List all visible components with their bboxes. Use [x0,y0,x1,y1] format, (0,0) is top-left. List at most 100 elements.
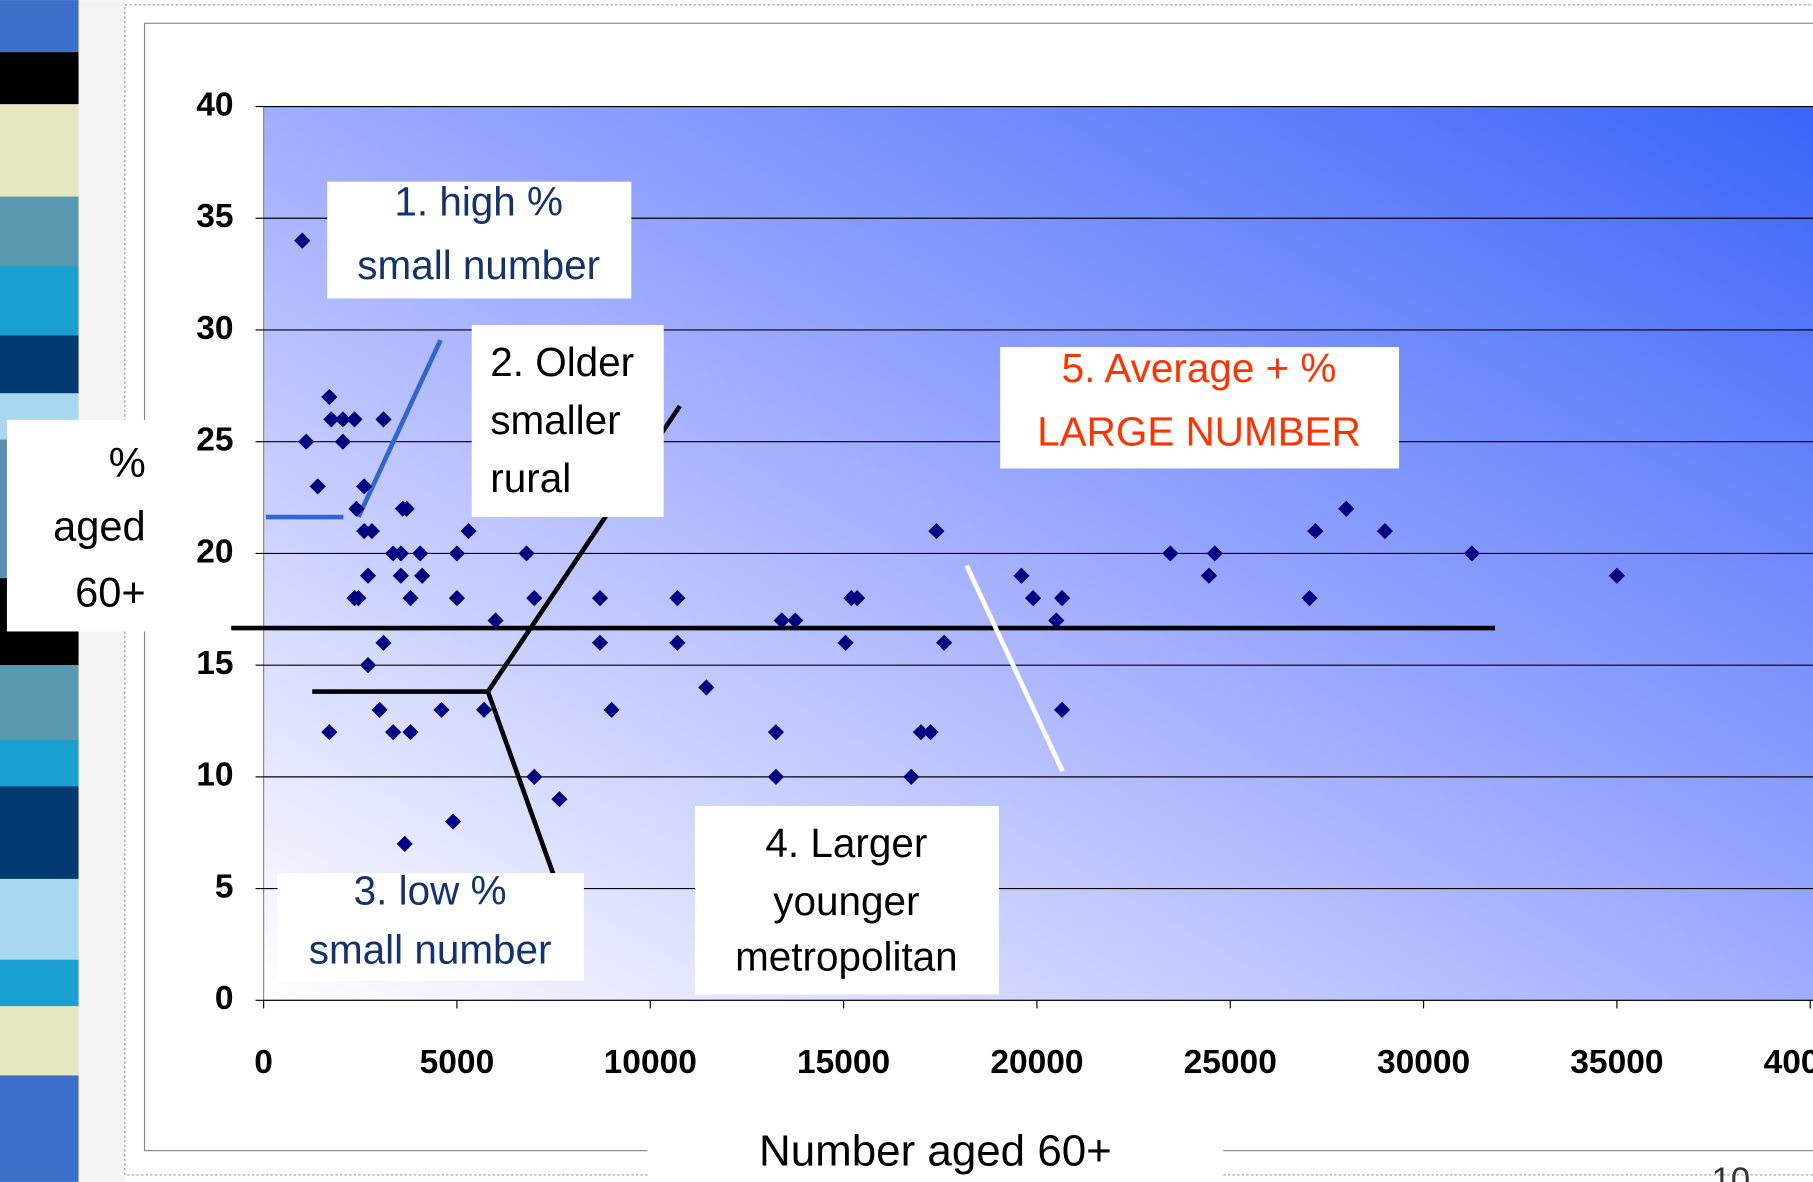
annotation-text: 3. low % [354,868,507,914]
annotation-text: metropolitan [735,934,958,980]
annotation-text: 1. high % [394,179,563,225]
point [787,612,804,629]
page-number: 10 [1712,1161,1751,1182]
x-label: Number aged 60+ [759,1127,1112,1176]
y-tick-label: 35 [196,198,233,235]
point [903,768,920,785]
point [294,232,311,249]
guide-lines [231,339,1496,880]
annotation-text: 5. Average + % [1062,345,1337,391]
point [849,590,866,607]
point [444,813,462,830]
point [334,411,351,428]
annotation-text: LARGE NUMBER [1037,409,1361,455]
point [518,545,535,562]
annotation-text: 4. Larger [765,820,927,866]
point [433,701,450,718]
point [375,634,392,651]
guide-line [356,339,443,518]
point [375,411,392,428]
point [460,522,477,540]
point [392,567,409,584]
point [591,590,609,607]
point [396,835,413,852]
point [350,590,367,607]
point [1200,567,1218,584]
annotation-text: 2. Older [490,339,634,385]
y-label: aged [53,503,146,550]
x-tick-label: 5000 [420,1044,495,1081]
x-tick-label: 35000 [1570,1044,1663,1081]
annotation-text: rural [490,455,571,501]
point [767,724,785,741]
x-tick-label: 0 [254,1044,273,1081]
annotation-box [327,181,632,299]
point [298,433,315,450]
point [371,701,388,718]
point [1024,590,1042,607]
point [356,478,373,495]
x-tick-label: 10000 [604,1044,697,1081]
point [1013,567,1030,584]
point [1048,612,1065,629]
annotation-text: smaller [490,397,620,443]
point [767,768,785,785]
y-tick-label: 5 [215,868,234,905]
y-tick-label: 40 [196,86,233,123]
point [1307,522,1324,540]
point [346,411,363,428]
point [348,500,365,517]
point [321,724,338,741]
point [837,634,854,651]
y-tick-label: 0 [215,980,234,1017]
point [448,590,466,607]
points [294,232,1625,852]
y-tick-label: 25 [196,422,233,459]
point [392,545,409,562]
annotation-text: small number [357,242,600,288]
x-tick-label: 25000 [1184,1044,1277,1081]
annotation-box [471,325,664,517]
point [1463,545,1480,562]
ticks: 0 5 10 15 20 25 30 35 40 0 5000 10000 15000 20000 2500… [196,86,1813,1080]
y-label: 60+ [75,569,146,616]
point [363,522,380,540]
annotation-text: small number [309,927,552,973]
point [487,612,504,629]
y-tick-label: 30 [196,310,233,347]
point [591,634,609,651]
x-tick-label: 15000 [797,1044,890,1081]
point [669,590,686,607]
annotation-box [277,873,584,981]
point [1376,522,1394,540]
y-tick-label: 15 [196,645,233,682]
x-tick-label: 40000 [1764,1044,1813,1081]
guide-line [485,690,558,880]
point [359,567,377,584]
point [334,433,351,450]
point [385,724,402,741]
point [922,724,939,741]
point [402,724,419,741]
y-label-box [6,419,148,632]
x-label-box [647,1127,1224,1182]
point [912,724,930,741]
point [398,500,415,517]
y-label: % [109,439,146,486]
x-tick-label: 30000 [1377,1044,1470,1081]
point [1206,545,1223,562]
point [323,411,340,428]
point [698,679,715,696]
guide-line [964,564,1065,773]
point [1608,567,1625,584]
point [359,657,377,674]
point [526,768,543,785]
point [1053,701,1071,718]
point [309,478,326,495]
point [402,590,419,607]
y-tick-label: 20 [196,533,233,570]
point [603,701,620,718]
point [928,522,945,540]
